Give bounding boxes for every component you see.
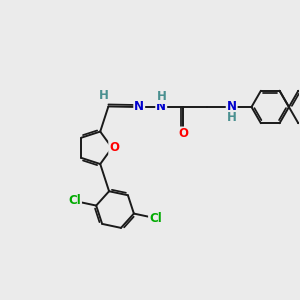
Text: O: O xyxy=(179,128,189,140)
Text: O: O xyxy=(109,141,119,154)
Text: H: H xyxy=(227,111,237,124)
Text: N: N xyxy=(134,100,144,113)
Text: Cl: Cl xyxy=(68,194,81,208)
Text: N: N xyxy=(227,100,237,113)
Text: H: H xyxy=(157,90,167,103)
Text: N: N xyxy=(156,100,166,113)
Text: Cl: Cl xyxy=(149,212,162,225)
Text: H: H xyxy=(99,89,109,102)
